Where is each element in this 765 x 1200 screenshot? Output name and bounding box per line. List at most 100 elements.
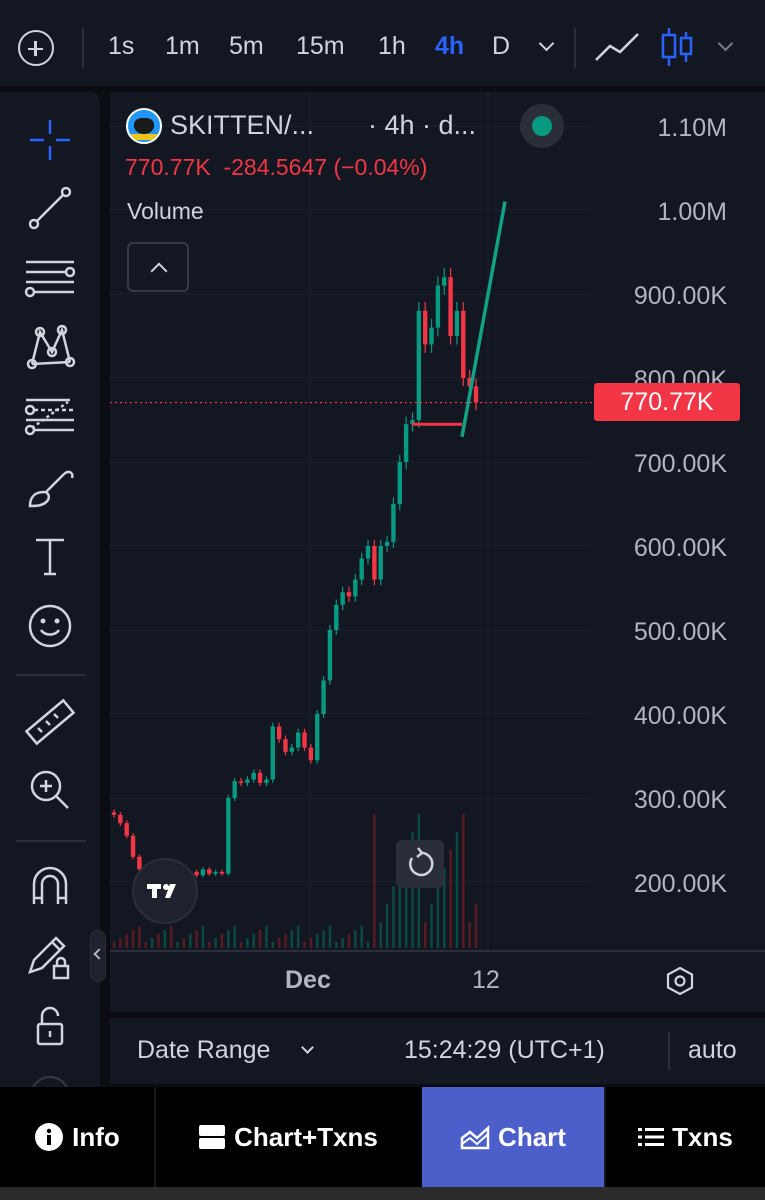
volume-bar xyxy=(474,904,478,948)
lock-drawing-icon[interactable] xyxy=(22,928,78,984)
nav-chart-txns-label: Chart+Txns xyxy=(234,1121,378,1152)
tradingview-logo-icon xyxy=(147,884,176,898)
price-label: 1.10M xyxy=(657,114,727,142)
volume-bar xyxy=(296,926,300,948)
candle-body xyxy=(111,812,117,815)
brush-icon[interactable] xyxy=(22,458,78,514)
bottom-nav: Info Chart+Txns Chart Txns xyxy=(0,1087,765,1187)
symbol-title[interactable]: SKITTEN/... xyxy=(170,110,315,140)
auto-scale-toggle[interactable]: auto xyxy=(688,1036,737,1064)
volume-bar xyxy=(468,922,471,948)
candle-body xyxy=(226,798,231,874)
timeframe-d[interactable]: D xyxy=(492,32,511,60)
candle-body xyxy=(200,869,206,876)
volume-bar xyxy=(271,942,274,948)
emoji-icon[interactable] xyxy=(22,598,78,654)
fib-retracement-icon[interactable] xyxy=(22,388,78,444)
time-label: 12 xyxy=(472,966,500,994)
volume-bar xyxy=(150,938,154,948)
zoom-in-icon[interactable] xyxy=(22,762,78,818)
timeframe-1m[interactable]: 1m xyxy=(165,32,200,60)
lock-icon[interactable] xyxy=(22,998,78,1054)
clock-timezone[interactable]: 15:24:29 (UTC+1) xyxy=(404,1036,605,1064)
volume-bar xyxy=(436,886,440,948)
chart-settings-icon[interactable] xyxy=(665,966,695,996)
reset-chart-button[interactable] xyxy=(396,840,444,888)
volume-bar xyxy=(201,926,205,948)
plus-circle-icon[interactable] xyxy=(18,30,54,66)
candle-body xyxy=(378,546,383,580)
timeframe-1h[interactable]: 1h xyxy=(378,32,406,60)
price-chart[interactable]: SKITTEN/... · 4h · d... 770.77K -284.564… xyxy=(110,92,765,1012)
magnet-icon[interactable] xyxy=(22,858,78,914)
price-label: 400.00K xyxy=(633,702,727,730)
candle-body xyxy=(384,541,390,546)
volume-label: Volume xyxy=(127,198,204,224)
nav-chart[interactable]: Chart xyxy=(422,1087,604,1187)
nav-chart-txns[interactable]: Chart+Txns xyxy=(156,1087,420,1187)
volume-bar xyxy=(398,868,401,948)
chart-style-dropdown-chevron-icon[interactable] xyxy=(717,35,734,52)
volume-bar xyxy=(176,942,179,948)
chart-info-bar: Date Range 15:24:29 (UTC+1) auto xyxy=(110,1018,765,1084)
volume-bar xyxy=(157,934,160,948)
nav-txns[interactable]: Txns xyxy=(606,1087,765,1187)
ruler-icon[interactable] xyxy=(22,694,78,750)
candle-body xyxy=(245,779,250,783)
chevron-left-icon xyxy=(93,948,105,960)
trend-line-icon[interactable] xyxy=(22,180,78,236)
timeframe-5m[interactable]: 5m xyxy=(229,32,264,60)
price-label: 300.00K xyxy=(633,786,727,814)
timeframe-15m[interactable]: 15m xyxy=(296,32,345,60)
ohlc-values: 770.77K -284.5647 (−0.04%) xyxy=(125,154,428,180)
tools-divider xyxy=(16,674,86,676)
horizontal-lines-icon[interactable] xyxy=(22,250,78,306)
volume-bar xyxy=(220,934,224,948)
volume-bar xyxy=(214,938,217,948)
candle-body xyxy=(467,378,472,387)
time-axis[interactable]: Dec 12 xyxy=(110,950,765,1012)
candle-body xyxy=(264,779,269,783)
candle-body xyxy=(321,680,326,714)
volume-bar xyxy=(169,926,173,948)
volume-bar xyxy=(322,930,325,948)
volume-bar xyxy=(341,938,344,948)
pattern-icon[interactable] xyxy=(22,318,78,374)
volume-bar xyxy=(347,934,351,948)
volume-bar xyxy=(189,934,192,948)
volume-bar xyxy=(125,934,128,948)
candle-body xyxy=(403,424,409,462)
volume-bar xyxy=(208,942,211,948)
line-chart-icon[interactable] xyxy=(594,30,640,64)
volume-bar xyxy=(354,930,357,948)
candle-body xyxy=(251,772,256,780)
candle-body xyxy=(334,604,339,630)
volume-bar xyxy=(290,930,294,948)
timeframe-1s[interactable]: 1s xyxy=(108,32,135,60)
volume-bar xyxy=(430,904,433,948)
candle-body xyxy=(448,277,453,336)
toolbar-divider xyxy=(574,28,576,68)
chart-canvas[interactable] xyxy=(110,92,765,950)
candles-icon[interactable] xyxy=(660,26,694,68)
volume-bar xyxy=(443,868,446,948)
price-label: 600.00K xyxy=(633,534,727,562)
timeframe-4h[interactable]: 4h xyxy=(435,32,465,60)
volume-bar xyxy=(385,904,389,948)
candle-body xyxy=(473,386,479,403)
text-icon[interactable] xyxy=(22,528,78,584)
price-label: 200.00K xyxy=(633,870,727,898)
legend-collapse-button[interactable] xyxy=(127,242,189,292)
date-range-chevron-icon[interactable] xyxy=(301,1041,314,1054)
volume-bar xyxy=(138,926,141,948)
crosshair-icon[interactable] xyxy=(22,112,78,168)
date-range-button[interactable]: Date Range xyxy=(137,1036,271,1064)
tradingview-logo[interactable] xyxy=(132,858,198,924)
volume-bar xyxy=(246,938,249,948)
candle-body xyxy=(295,732,301,748)
nav-info[interactable]: Info xyxy=(0,1087,154,1187)
nav-chart-label: Chart xyxy=(498,1121,566,1152)
collapse-panel-button[interactable] xyxy=(90,930,106,982)
price-label: 900.00K xyxy=(633,282,727,310)
timeframe-dropdown-chevron-icon[interactable] xyxy=(538,35,555,52)
